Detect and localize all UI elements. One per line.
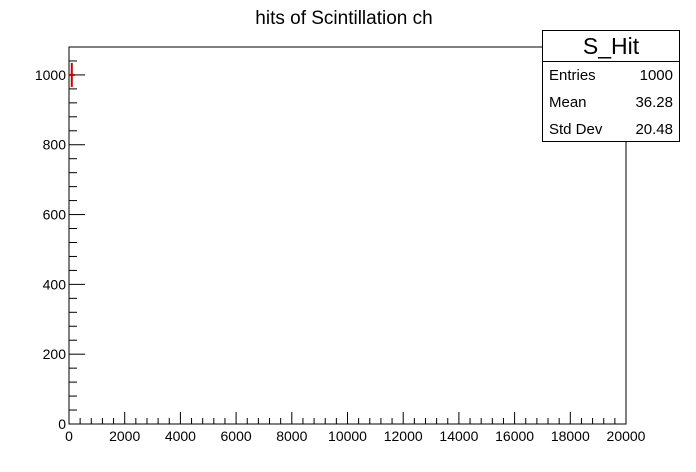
stats-value-entries: 1000 [639, 67, 673, 84]
stats-row-mean: Mean 36.28 [543, 89, 679, 116]
x-tick-label: 20000 [607, 428, 646, 444]
x-tick-label: 10000 [328, 428, 367, 444]
x-tick-label: 16000 [495, 428, 534, 444]
stats-title: S_Hit [543, 31, 679, 62]
histogram-bins [69, 62, 75, 87]
y-tick-label: 800 [43, 137, 67, 153]
x-tick-label: 2000 [109, 428, 140, 444]
stats-value-stddev: 20.48 [635, 121, 673, 138]
stats-value-mean: 36.28 [635, 94, 673, 111]
x-axis: 0 2000 4000 6000 8000 10000 12000 14000 16000 180… [65, 412, 646, 444]
chart-title: hits of Scintillation ch [255, 8, 432, 29]
stats-row-entries: Entries 1000 [543, 62, 679, 89]
x-tick-label: 0 [65, 428, 73, 444]
y-tick-label: 200 [43, 346, 67, 362]
x-tick-label: 14000 [439, 428, 478, 444]
y-axis: 0 200 400 600 800 1000 [35, 60, 85, 432]
stats-label-mean: Mean [549, 94, 587, 111]
y-tick-label: 400 [43, 276, 67, 292]
stats-label-stddev: Std Dev [549, 121, 603, 138]
y-tick-label: 1000 [35, 67, 66, 83]
stats-box: S_Hit Entries 1000 Mean 36.28 Std Dev 20… [542, 30, 680, 142]
y-tick-label: 600 [43, 207, 67, 223]
x-tick-label: 8000 [276, 428, 307, 444]
x-tick-label: 18000 [551, 428, 590, 444]
x-tick-label: 6000 [221, 428, 252, 444]
stats-label-entries: Entries [549, 67, 596, 84]
y-tick-label: 0 [58, 416, 66, 432]
x-tick-label: 12000 [384, 428, 423, 444]
x-tick-label: 4000 [165, 428, 196, 444]
stats-row-stddev: Std Dev 20.48 [543, 116, 679, 143]
